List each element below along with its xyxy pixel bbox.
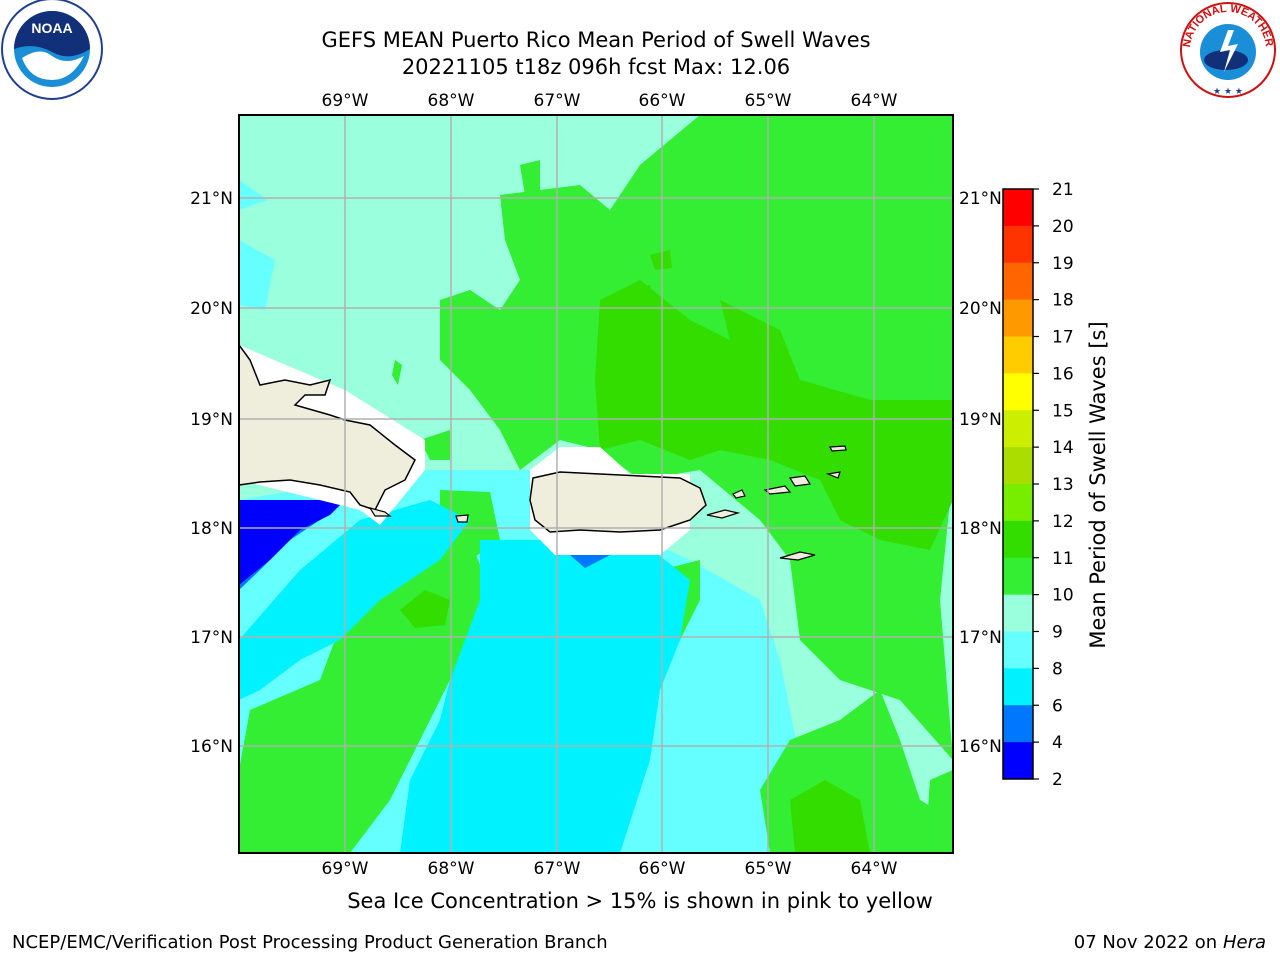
lon-label: 68°W [428,91,475,111]
lat-label: 18°N [959,519,1002,539]
colorbar-tick-label: 11 [1052,549,1074,569]
credit-machine: Hera [1222,932,1266,953]
lat-label: 20°N [190,299,233,319]
colorbar-tick-label: 19 [1052,254,1074,274]
colorbar-tick-label: 10 [1052,586,1074,606]
colorbar-swatch [1003,447,1033,485]
lon-label: 65°W [745,91,792,111]
lat-label: 20°N [959,299,1002,319]
colorbar-swatch [1003,225,1033,264]
colorbar-swatch [1003,373,1033,411]
lat-label: 21°N [959,189,1002,209]
colorbar-swatch [1003,594,1033,632]
lon-label: 68°W [428,859,475,879]
colorbar-tick-label: 15 [1052,401,1074,421]
colorbar-swatch [1003,631,1033,669]
credit-date-text: 07 Nov 2022 on [1073,932,1218,953]
nws-logo: NATIONAL WEATHER SERVICE ★ ★ ★ [1176,0,1276,98]
colorbar-swatch [1003,668,1033,706]
lat-label: 19°N [959,410,1002,430]
lat-labels-right: 21°N 20°N 19°N 18°N 17°N 16°N [959,189,1002,757]
lon-label: 66°W [639,859,686,879]
sea-ice-caption: Sea Ice Concentration > 15% is shown in … [347,889,933,913]
lon-labels-bottom: 69°W 68°W 67°W 66°W 65°W 64°W [322,859,898,879]
colorbar-tick-label: 17 [1052,328,1074,348]
lon-label: 66°W [639,91,686,111]
lon-label: 67°W [534,859,581,879]
graticule [239,115,953,853]
colorbar-swatch [1003,299,1033,337]
chart-subtitle: 20221105 t18z 096h fcst Max: 12.06 [401,55,791,79]
lat-label: 16°N [190,737,233,757]
svg-text:★ ★ ★: ★ ★ ★ [1213,87,1243,97]
colorbar-swatch [1003,520,1033,559]
colorbar-tick-label: 16 [1052,364,1074,384]
lon-label: 64°W [851,859,898,879]
lat-label: 16°N [959,737,1002,757]
colorbar-swatch [1003,189,1033,227]
noaa-logo-text: NOAA [31,20,72,36]
credit-branch: NCEP/EMC/Verification Post Processing Pr… [12,932,608,953]
colorbar-tick-label: 18 [1052,291,1074,311]
colorbar-tick-label: 9 [1052,623,1063,643]
colorbar-swatch [1003,742,1033,780]
chart-title: GEFS MEAN Puerto Rico Mean Period of Swe… [321,28,871,52]
colorbar-swatch [1003,262,1033,301]
lat-label: 18°N [190,519,233,539]
lon-label: 64°W [851,91,898,111]
credit-date: 07 Nov 2022 on Hera [1074,932,1266,953]
lon-label: 67°W [534,91,581,111]
colorbar-tick-label: 12 [1052,512,1074,532]
colorbar-tick-label: 13 [1052,475,1074,495]
lon-label: 69°W [322,859,369,879]
colorbar-swatch [1003,410,1033,448]
colorbar-tick-label: 20 [1052,217,1074,237]
map-frame [238,114,954,854]
lat-label: 21°N [190,189,233,209]
swell-period-field [239,115,953,853]
colorbar-swatch [1003,336,1033,374]
colorbar-tick-label: 8 [1052,659,1063,679]
colorbar-swatch [1003,705,1033,743]
noaa-logo: NOAA [1,0,103,100]
colorbar-label: Mean Period of Swell Waves [s] [1086,321,1110,648]
lat-label: 17°N [190,628,233,648]
lon-label: 69°W [322,91,369,111]
colorbar-tick-label: 4 [1052,733,1063,753]
colorbar-tick-label: 21 [1052,180,1074,200]
lat-label: 19°N [190,410,233,430]
lat-label: 17°N [959,628,1002,648]
colorbar-tick-label: 14 [1052,438,1074,458]
colorbar-swatch [1003,557,1033,596]
colorbar: 21 20 19 18 17 16 15 14 13 12 11 10 9 8 6 4 2 [1002,180,1074,790]
colorbar-tick-label: 6 [1052,696,1063,716]
lat-labels-left: 21°N 20°N 19°N 18°N 17°N 16°N [190,189,233,757]
lon-labels-top: 69°W 68°W 67°W 66°W 65°W 64°W [322,91,898,111]
colorbar-swatch [1003,484,1033,522]
colorbar-tick-label: 2 [1052,770,1063,790]
lon-label: 65°W [745,859,792,879]
